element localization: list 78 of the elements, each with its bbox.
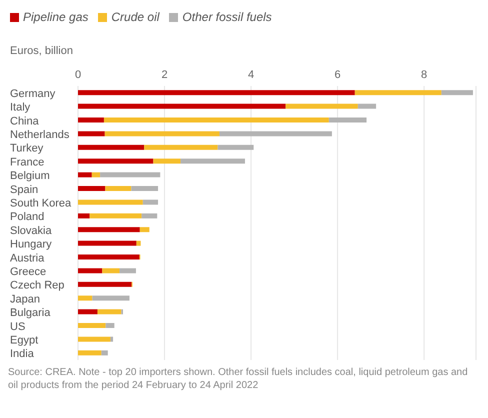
bar xyxy=(97,309,122,314)
bar xyxy=(144,144,218,150)
bar xyxy=(142,213,158,218)
x-tick-label: 4 xyxy=(248,69,254,81)
bar xyxy=(286,104,358,109)
y-tick-label: Germany xyxy=(10,88,56,100)
y-tick-label: India xyxy=(10,348,35,360)
bar xyxy=(78,254,140,260)
y-tick-label: Bulgaria xyxy=(10,307,52,320)
bar xyxy=(180,158,245,164)
y-tick-label: Czech Rep xyxy=(10,280,64,292)
bar xyxy=(102,268,120,274)
bar xyxy=(78,296,92,301)
bar xyxy=(92,296,130,301)
bar xyxy=(441,90,473,96)
y-tick-label: US xyxy=(10,320,26,333)
bar xyxy=(219,131,332,136)
y-tick-label: Italy xyxy=(10,102,31,114)
bar xyxy=(104,118,329,123)
bar xyxy=(78,282,132,287)
bar xyxy=(78,172,92,178)
bar xyxy=(328,118,367,123)
legend-label: Pipeline gas xyxy=(23,10,88,24)
bar xyxy=(140,227,150,232)
bar xyxy=(78,186,106,192)
y-tick-label: Austria xyxy=(10,252,46,264)
legend-label: Other fossil fuels xyxy=(182,10,272,24)
y-tick-label: Hungary xyxy=(10,238,52,251)
bar xyxy=(100,172,160,178)
source-note: Source: CREA. Note - top 20 importers shown. Other fossil fuels includes coal, liquid petroleum gas and oil products from the period 24 February to 24 April 2022 xyxy=(8,366,469,392)
bar xyxy=(78,213,90,218)
bar xyxy=(78,131,105,136)
bar xyxy=(90,213,142,218)
x-tick-label: 8 xyxy=(421,69,428,81)
y-tick-label: China xyxy=(10,115,40,128)
bar xyxy=(110,336,114,342)
y-tick-label: Spain xyxy=(10,184,38,196)
legend-label: Crude oil xyxy=(111,10,160,24)
y-tick-label: Poland xyxy=(10,211,44,224)
bar xyxy=(78,268,102,274)
bar xyxy=(106,323,114,328)
y-tick-label: Netherlands xyxy=(10,128,70,141)
y-tick-label: France xyxy=(10,156,44,168)
x-tick-label: 0 xyxy=(74,69,82,81)
bar xyxy=(78,323,106,328)
x-tick-label: 6 xyxy=(334,69,341,81)
bar xyxy=(136,240,141,246)
y-tick-label: Turkey xyxy=(10,142,44,155)
bar xyxy=(92,172,100,178)
y-tick-label: Japan xyxy=(10,293,40,306)
bar xyxy=(78,144,144,150)
y-tick-label: Belgium xyxy=(10,170,50,182)
bar xyxy=(78,158,154,164)
bar xyxy=(153,158,181,164)
bar xyxy=(120,268,136,274)
bar xyxy=(78,336,110,342)
bar xyxy=(78,350,102,356)
bar xyxy=(78,309,98,314)
x-axis-title: Euros, billion xyxy=(10,45,73,57)
bar xyxy=(101,350,108,356)
bar xyxy=(78,118,104,123)
bar xyxy=(142,200,158,205)
y-tick-label: Greece xyxy=(10,266,46,278)
bar xyxy=(218,144,254,150)
bar xyxy=(78,227,140,232)
bar xyxy=(78,200,143,205)
bar xyxy=(358,104,376,109)
y-tick-label: Egypt xyxy=(10,334,38,346)
bar xyxy=(354,90,442,96)
bar xyxy=(131,186,158,192)
x-tick-label: 2 xyxy=(161,69,168,81)
y-tick-label: Slovakia xyxy=(10,224,52,237)
bar xyxy=(78,104,286,109)
bar xyxy=(104,131,220,136)
bar xyxy=(105,186,132,192)
bar xyxy=(78,240,136,246)
bar xyxy=(78,90,355,96)
y-tick-label: South Korea xyxy=(10,197,72,210)
